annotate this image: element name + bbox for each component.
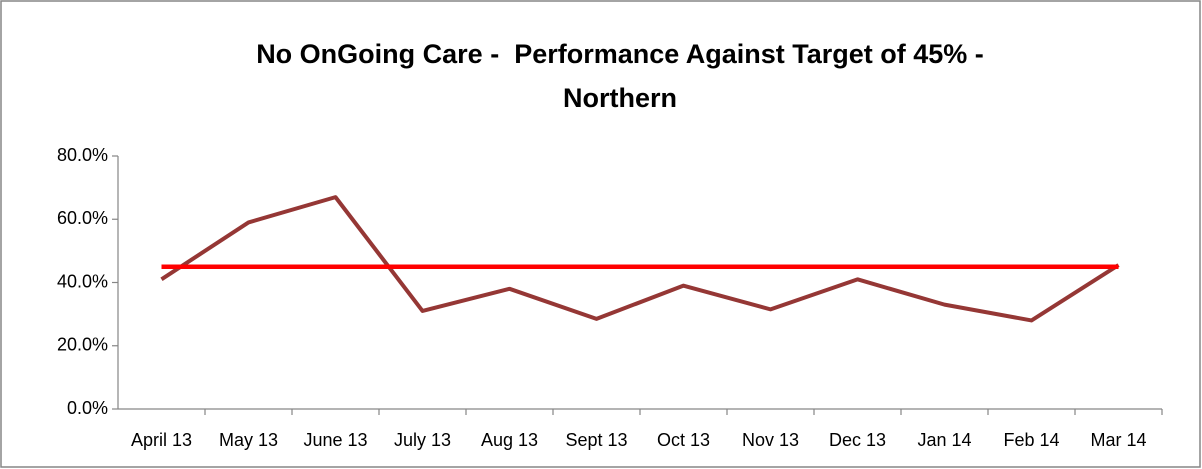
x-tick-label: Feb 14	[1003, 430, 1059, 450]
chart-title: Northern	[563, 83, 677, 113]
x-tick-label: Nov 13	[742, 430, 799, 450]
x-tick-label: April 13	[131, 430, 192, 450]
x-tick-label: July 13	[394, 430, 451, 450]
y-tick-label: 40.0%	[57, 271, 108, 291]
y-tick-label: 0.0%	[67, 398, 108, 418]
y-tick-label: 20.0%	[57, 335, 108, 355]
x-tick-label: Dec 13	[829, 430, 886, 450]
x-tick-label: Oct 13	[657, 430, 710, 450]
x-tick-label: Aug 13	[481, 430, 538, 450]
y-tick-label: 60.0%	[57, 208, 108, 228]
y-tick-label: 80.0%	[57, 145, 108, 165]
x-tick-label: Mar 14	[1090, 430, 1146, 450]
x-tick-label: May 13	[219, 430, 278, 450]
chart-title: No OnGoing Care - Performance Against Ta…	[256, 39, 984, 69]
x-tick-label: June 13	[303, 430, 367, 450]
x-tick-label: Jan 14	[917, 430, 971, 450]
x-tick-label: Sept 13	[565, 430, 627, 450]
series-line	[160, 195, 1120, 323]
